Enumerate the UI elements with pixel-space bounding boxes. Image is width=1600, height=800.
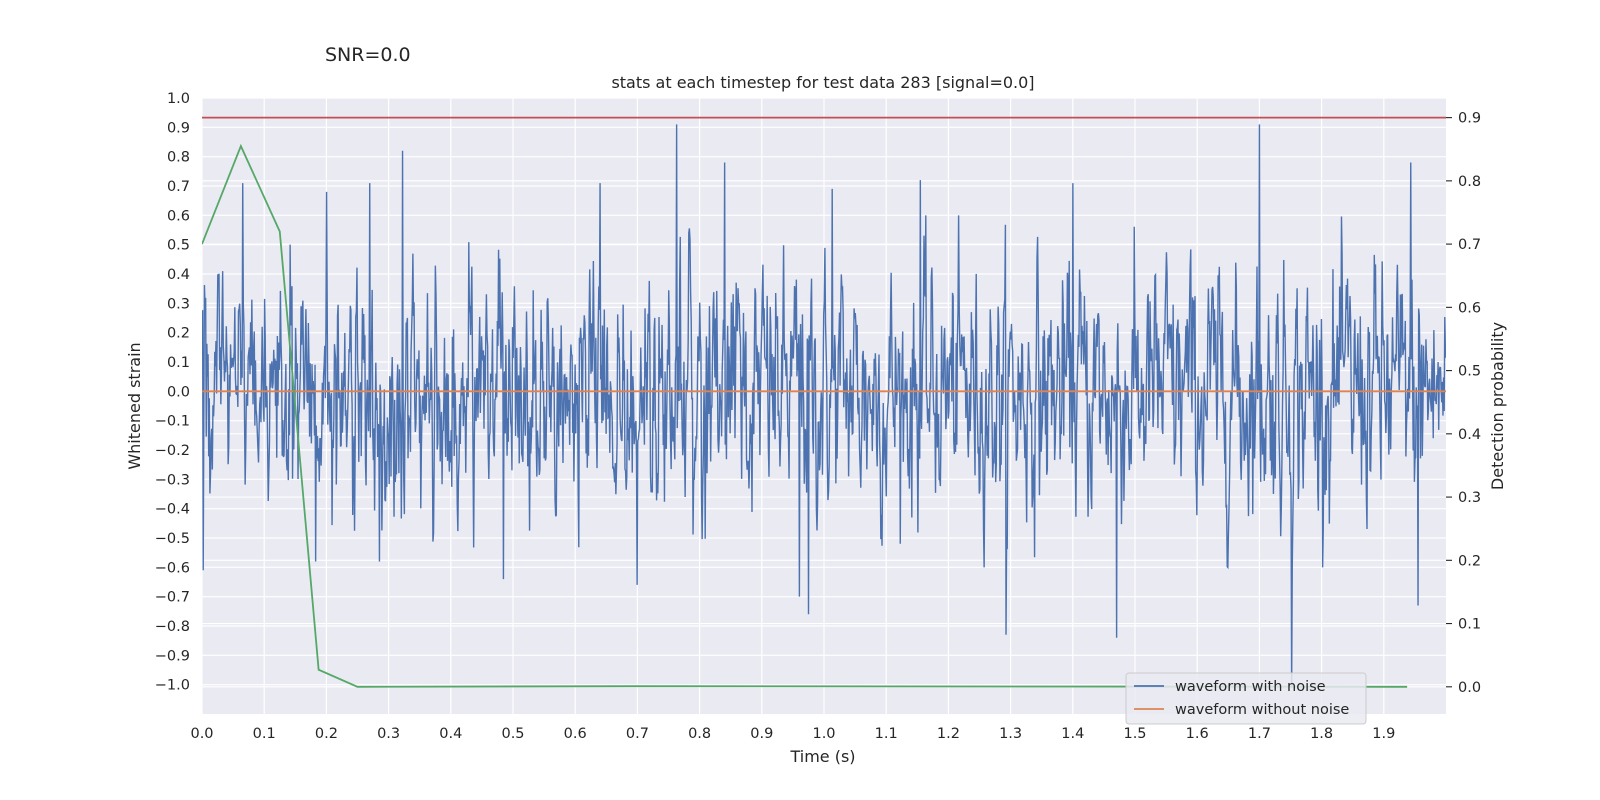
x-tick-label: 0.3 — [377, 726, 400, 742]
y-tick-label: 0.5 — [167, 238, 190, 254]
y2-tick-label: 0.2 — [1458, 553, 1481, 569]
x-tick-label: 0.6 — [564, 726, 587, 742]
y-tick-label: −0.4 — [155, 502, 190, 518]
x-tick-label: 1.3 — [999, 726, 1022, 742]
x-tick-label: 0.9 — [750, 726, 773, 742]
y-tick-label: 0.7 — [167, 179, 190, 195]
y-tick-label: −0.2 — [155, 443, 190, 459]
x-tick-label: 1.7 — [1248, 726, 1271, 742]
x-tick-label: 1.2 — [937, 726, 960, 742]
y2-tick-label: 0.7 — [1458, 237, 1481, 253]
legend: waveform with noise waveform without noi… — [1125, 672, 1367, 725]
y-axis-ticks: 1.0 0.9 0.8 0.7 0.6 0.5 0.4 0.3 0.2 0.1 0.0 −0.1 −0.… — [155, 91, 190, 694]
y-tick-label: 0.0 — [167, 384, 190, 400]
x-tick-label: 0.5 — [501, 726, 524, 742]
x-tick-label: 0.2 — [315, 726, 338, 742]
y-tick-label: −0.6 — [155, 560, 190, 576]
legend-box — [1125, 672, 1367, 725]
y-tick-label: −0.5 — [155, 531, 190, 547]
y-tick-label: −1.0 — [155, 678, 190, 694]
y-tick-label: 0.3 — [167, 296, 190, 312]
x-tick-label: 0.0 — [190, 726, 213, 742]
y-tick-label: −0.1 — [155, 414, 190, 430]
y-tick-label: −0.8 — [155, 619, 190, 635]
x-tick-label: 1.0 — [812, 726, 835, 742]
x-tick-label: 0.4 — [439, 726, 462, 742]
x-tick-label: 1.1 — [875, 726, 898, 742]
y2-tick-label: 0.3 — [1458, 490, 1481, 506]
x-axis-ticks: 0.0 0.1 0.2 0.3 0.4 0.5 0.6 0.7 0.8 0.9 1.0 1.1 1.2 1… — [190, 726, 1395, 742]
y-tick-label: −0.3 — [155, 472, 190, 488]
y2-tick-label: 0.4 — [1458, 427, 1481, 443]
x-tick-label: 1.4 — [1061, 726, 1084, 742]
x-tick-label: 0.7 — [626, 726, 649, 742]
x-tick-label: 1.8 — [1310, 726, 1333, 742]
y2-tick-label: 0.1 — [1458, 617, 1481, 633]
y2-axis-ticks: 0.9 0.8 0.7 0.6 0.5 0.4 0.3 0.2 0.1 0.0 — [1446, 111, 1481, 696]
y2-tick-label: 0.5 — [1458, 364, 1481, 380]
x-tick-label: 1.5 — [1123, 726, 1146, 742]
y-tick-label: 0.1 — [167, 355, 190, 371]
y-tick-label: 0.4 — [167, 267, 190, 283]
chart-title: stats at each timestep for test data 283… — [611, 73, 1034, 92]
y2-tick-label: 0.0 — [1458, 680, 1481, 696]
y-tick-label: 1.0 — [167, 91, 190, 107]
y-tick-label: 0.8 — [167, 150, 190, 166]
y-tick-label: −0.7 — [155, 590, 190, 606]
x-axis-label: Time (s) — [789, 747, 855, 766]
x-tick-label: 1.9 — [1372, 726, 1395, 742]
x-tick-label: 0.8 — [688, 726, 711, 742]
y2-tick-label: 0.6 — [1458, 300, 1481, 316]
y-axis-label: Whitened strain — [125, 342, 144, 469]
chart-suptitle: SNR=0.0 — [325, 44, 411, 66]
x-tick-label: 0.1 — [253, 726, 276, 742]
legend-label-waveform-with-noise: waveform with noise — [1175, 679, 1326, 695]
series-waveform-with-noise — [202, 124, 1446, 688]
y2-tick-label: 0.8 — [1458, 174, 1481, 190]
y2-tick-label: 0.9 — [1458, 111, 1481, 127]
y-tick-label: 0.9 — [167, 120, 190, 136]
y-tick-label: 0.2 — [167, 326, 190, 342]
legend-label-waveform-without-noise: waveform without noise — [1175, 702, 1349, 718]
x-tick-label: 1.6 — [1186, 726, 1209, 742]
y2-axis-label: Detection probability — [1488, 322, 1507, 490]
series-detection-probability — [202, 143, 1408, 688]
y-tick-label: −0.9 — [155, 648, 190, 664]
y-tick-label: 0.6 — [167, 208, 190, 224]
